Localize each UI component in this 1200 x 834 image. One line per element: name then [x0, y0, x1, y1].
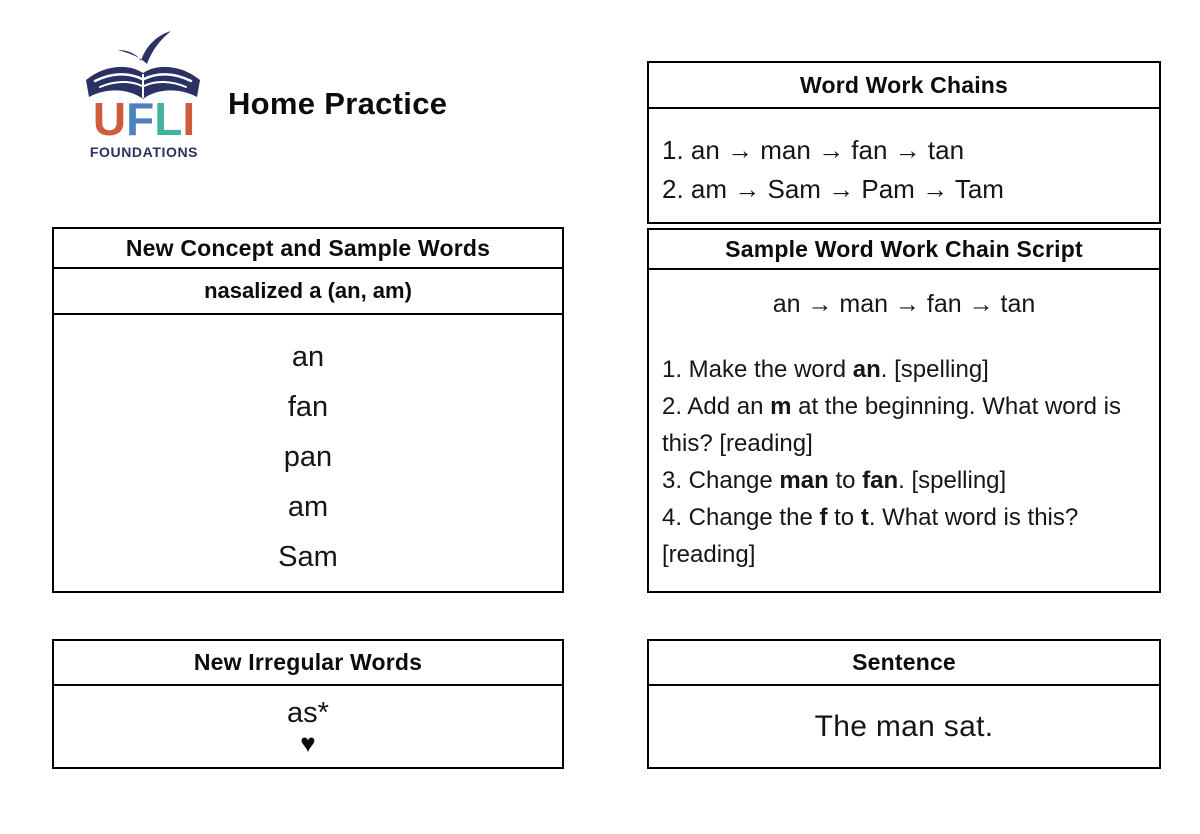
sample-script-header: Sample Word Work Chain Script — [649, 230, 1159, 270]
sentence-box: Sentence The man sat. — [647, 639, 1161, 769]
new-concept-box: New Concept and Sample Words nasalized a… — [52, 227, 564, 593]
sample-words-list: an fan pan am Sam — [54, 315, 562, 582]
irregular-word: as* — [287, 697, 329, 729]
script-step: 3. Change man to fan. [spelling] — [662, 467, 1007, 494]
ufli-logo: UFLI FOUNDATIONS — [70, 28, 218, 159]
word-chain-line: 1. an → man → fan → tan — [662, 135, 965, 165]
word-chain-line: 2. am → Sam → Pam → Tam — [662, 174, 1004, 204]
script-step: 1. Make the word an. [spelling] — [662, 356, 989, 383]
sentence-text: The man sat. — [814, 709, 994, 743]
irregular-words-header: New Irregular Words — [54, 641, 562, 686]
concept-label: nasalized a (an, am) — [54, 269, 562, 315]
sample-script-box: Sample Word Work Chain Script an → man →… — [647, 228, 1161, 593]
sample-word: am — [287, 491, 329, 523]
new-concept-header: New Concept and Sample Words — [54, 229, 562, 269]
sample-word: Sam — [278, 541, 338, 573]
heart-icon: ♥ — [300, 728, 316, 758]
word-work-chains-header: Word Work Chains — [649, 63, 1159, 109]
script-step: 4. Change the f to t. What word is this?… — [662, 504, 1079, 568]
logo-letter: L — [154, 93, 183, 145]
logo-letters: UFLI — [70, 96, 218, 142]
book-and-bird-icon — [86, 31, 200, 99]
irregular-words-box: New Irregular Words as* ♥ — [52, 639, 564, 769]
irregular-words-content: as* ♥ — [54, 686, 562, 756]
word-work-chains-box: Word Work Chains 1. an → man → fan → tan… — [647, 61, 1161, 224]
script-step: 2. Add an m at the beginning. What word … — [662, 393, 1121, 457]
sample-script-chain: an → man → fan → tan — [772, 290, 1036, 318]
logo-letter: U — [92, 93, 127, 145]
sample-word: fan — [287, 391, 329, 423]
sample-word: an — [291, 341, 325, 373]
sample-word: pan — [283, 441, 333, 473]
sample-script-steps: 1. Make the word an. [spelling] 2. Add an… — [649, 351, 1159, 573]
logo-letter: F — [126, 93, 155, 145]
sentence-header: Sentence — [649, 641, 1159, 686]
logo-letter: I — [182, 93, 196, 145]
logo-subtitle: FOUNDATIONS — [89, 144, 199, 160]
page-title: Home Practice — [228, 86, 448, 121]
word-work-chains-list: 1. an → man → fan → tan 2. am → Sam → Pam… — [649, 109, 1159, 209]
